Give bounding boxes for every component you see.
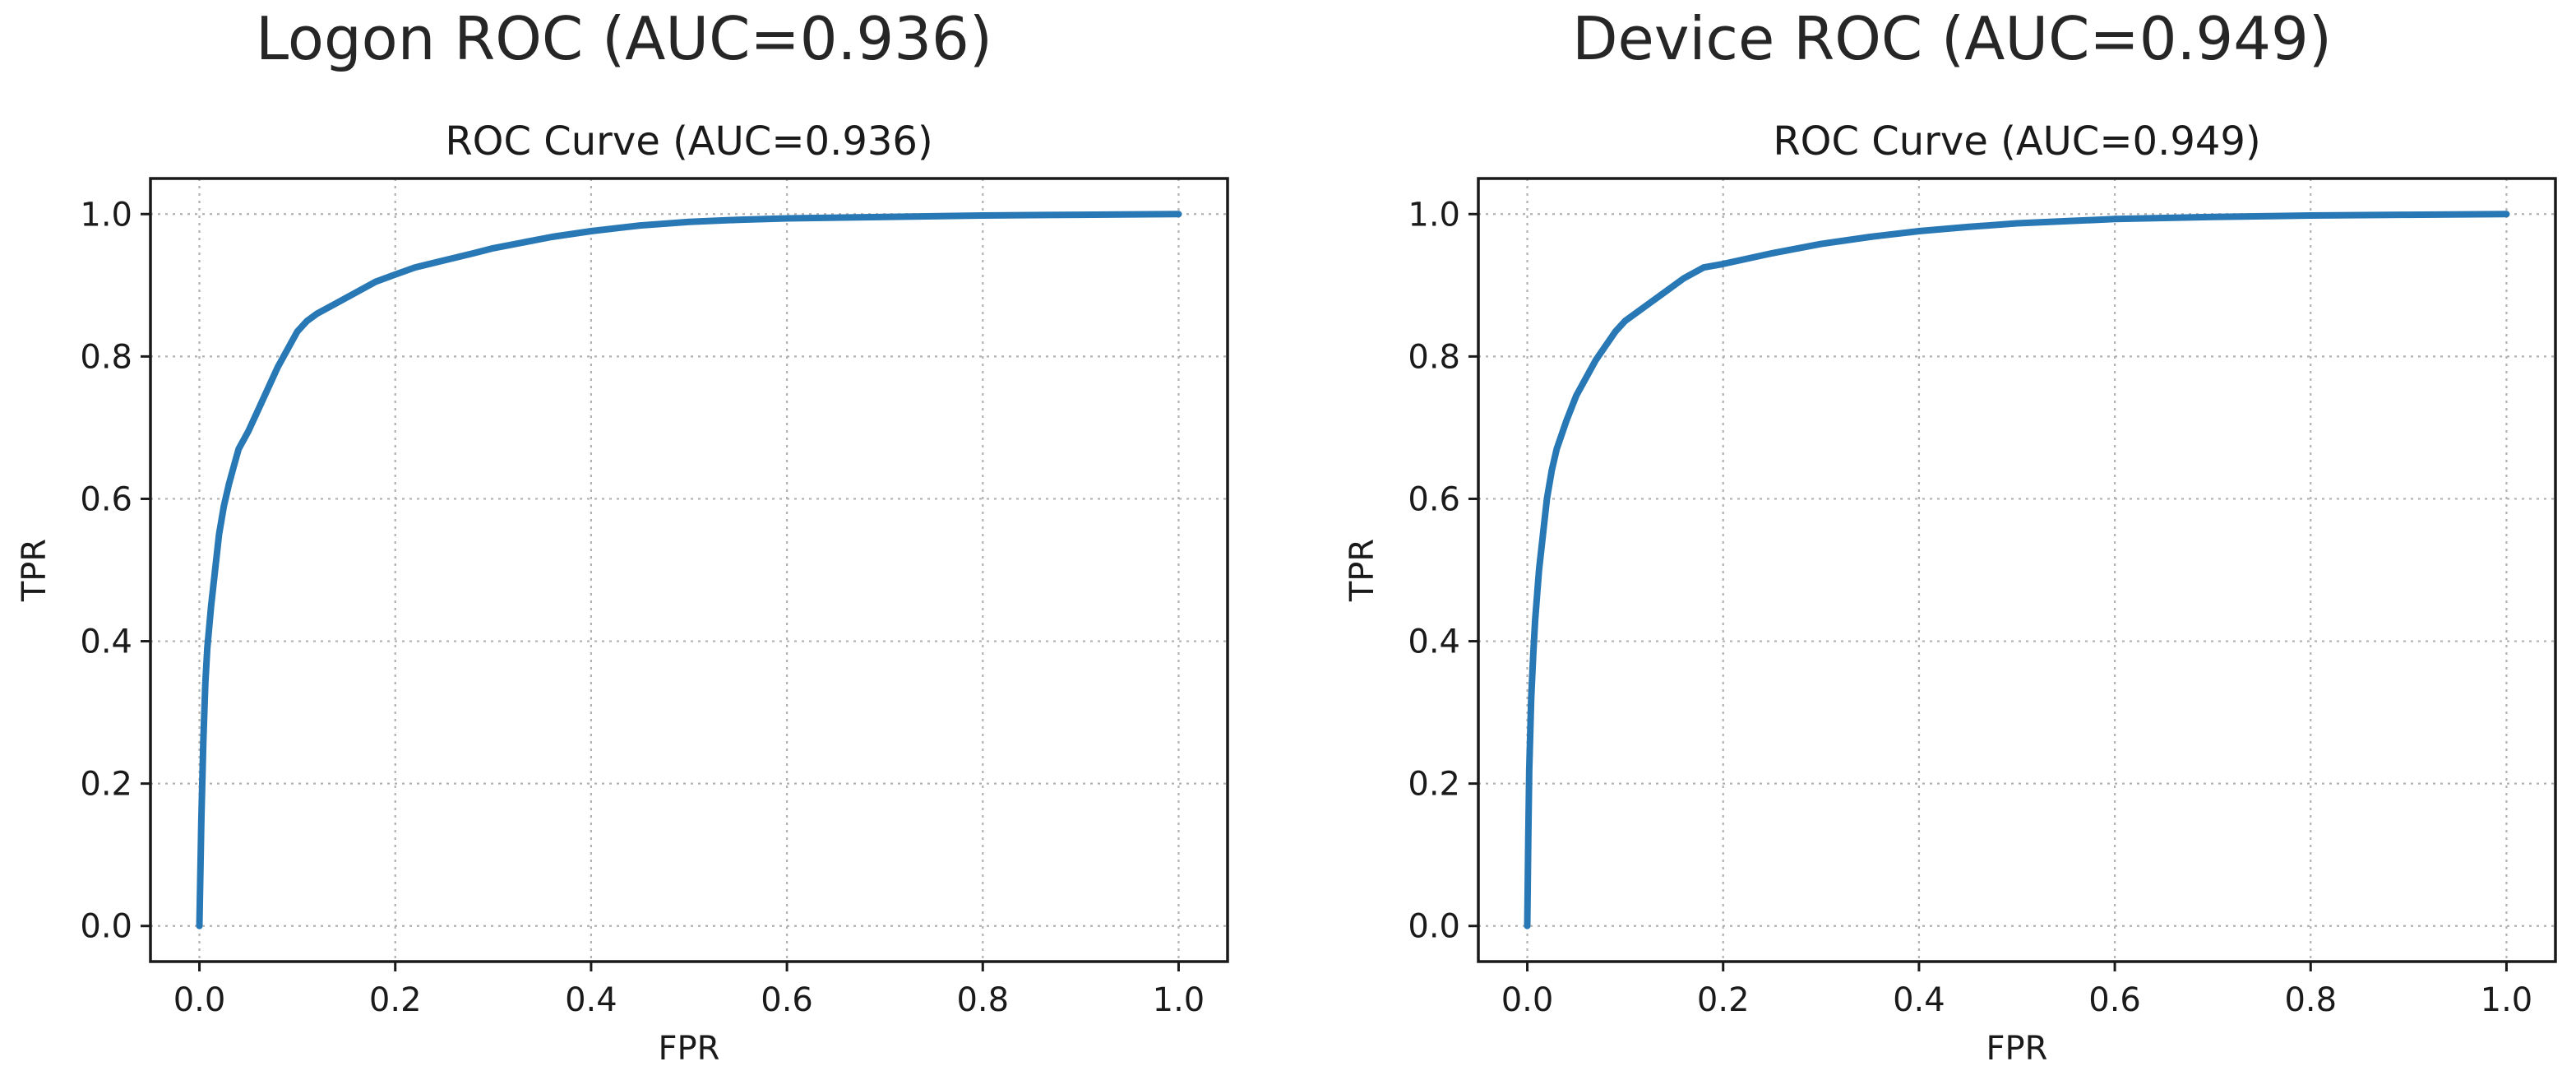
logon-y-tick-label: 0.4 [80,623,132,661]
device-x-axis-label: FPR [1986,1030,2048,1068]
device-y-tick-label: 0.4 [1408,623,1460,661]
device-roc-curve [1524,211,2510,929]
device-y-axis-label: TPR [1343,539,1381,602]
device-roc-panel: Device ROC (AUC=0.949) ROC Curve (AUC=0.… [1343,4,2557,1068]
logon-x-axis-label: FPR [659,1030,720,1068]
logon-grid [150,178,1228,962]
logon-x-tick-label: 0.4 [565,981,617,1019]
device-x-tick-label: 0.4 [1893,981,1945,1019]
logon-axes-title: ROC Curve (AUC=0.936) [445,118,932,165]
device-y-tick-label: 0.2 [1408,766,1460,804]
logon-ticks: 0.0 0.2 0.4 0.6 0.8 1.0 0.0 0.2 0.4 0.6 0.8 1.0 [80,196,1205,1019]
device-x-tick-label: 0.0 [1501,981,1554,1019]
logon-y-axis-label: TPR [16,539,53,602]
logon-roc-panel: Logon ROC (AUC=0.936) ROC Curve (AUC=0.9… [16,4,1229,1068]
device-roc-curve-group [1524,211,2510,929]
logon-y-tick-label: 0.2 [80,766,132,804]
device-y-tick-label: 0.6 [1408,480,1460,518]
logon-x-tick-label: 0.6 [761,981,813,1019]
logon-x-tick-label: 0.2 [369,981,422,1019]
device-y-tick-label: 0.8 [1408,338,1460,376]
logon-y-tick-label: 0.8 [80,338,132,376]
device-x-tick-label: 1.0 [2481,981,2533,1019]
device-x-tick-label: 0.6 [2088,981,2141,1019]
logon-suptitle: Logon ROC (AUC=0.936) [256,4,992,73]
logon-x-tick-label: 0.8 [956,981,1009,1019]
device-x-tick-label: 0.2 [1697,981,1750,1019]
logon-y-tick-label: 0.6 [80,480,132,518]
logon-roc-curve-group [196,211,1182,929]
device-y-tick-label: 1.0 [1408,196,1460,234]
device-suptitle: Device ROC (AUC=0.949) [1572,4,2332,73]
logon-y-tick-label: 0.0 [80,908,132,946]
logon-x-tick-label: 0.0 [173,981,226,1019]
logon-roc-curve [196,211,1182,929]
device-ticks: 0.0 0.2 0.4 0.6 0.8 1.0 0.0 0.2 0.4 0.6 0.8 1.0 [1408,196,2532,1019]
device-grid [1478,178,2555,962]
device-axes-frame [1477,177,2557,963]
logon-axes-frame [149,177,1229,963]
device-x-tick-label: 0.8 [2284,981,2337,1019]
device-y-tick-label: 0.0 [1408,908,1460,946]
device-axes-title: ROC Curve (AUC=0.949) [1773,118,2260,165]
logon-y-tick-label: 1.0 [80,196,132,234]
logon-x-tick-label: 1.0 [1153,981,1205,1019]
